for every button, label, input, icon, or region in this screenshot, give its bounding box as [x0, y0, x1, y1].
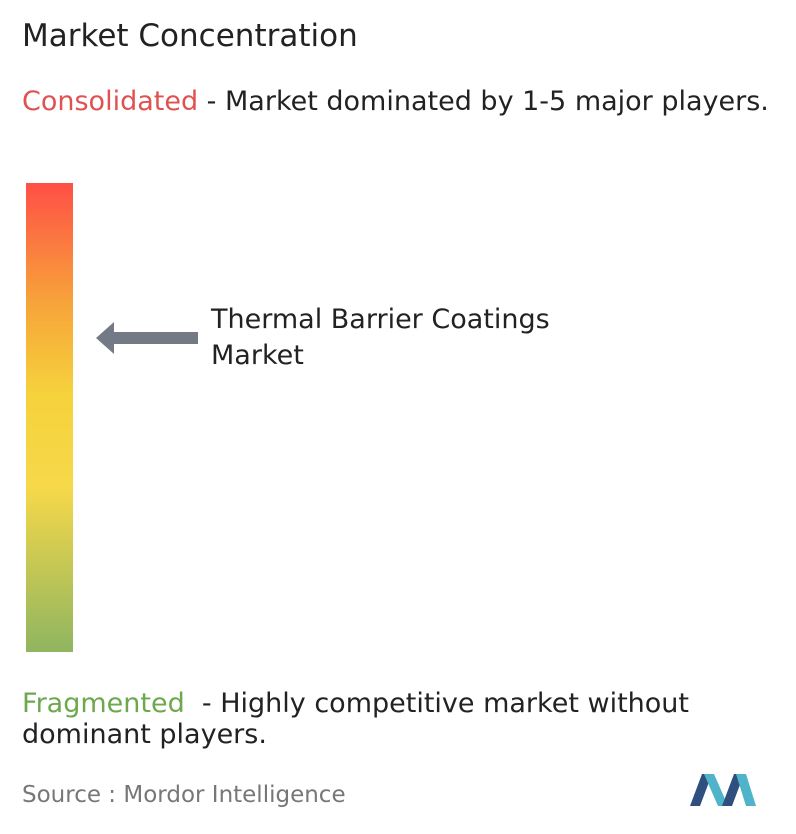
logo: [690, 774, 756, 806]
fragmented-text: - Highly competitive market without domi…: [22, 688, 698, 750]
consolidated-row: Consolidated - Market dominated by 1-5 m…: [22, 86, 782, 117]
source-name: Mordor Intelligence: [123, 782, 346, 808]
source: Source : Mordor Intelligence: [22, 782, 346, 808]
title: Market Concentration: [22, 18, 358, 54]
fragmented-row: Fragmented - Highly competitive market w…: [22, 688, 792, 750]
concentration-bar: [26, 183, 73, 652]
fragmented-label: Fragmented: [22, 688, 185, 719]
consolidated-text: - Market dominated by 1-5 major players.: [198, 86, 769, 117]
consolidated-label: Consolidated: [22, 86, 199, 117]
marker-label: Thermal Barrier Coatings Market: [211, 304, 550, 371]
source-prefix: Source :: [22, 782, 117, 808]
arrow: [96, 322, 198, 354]
